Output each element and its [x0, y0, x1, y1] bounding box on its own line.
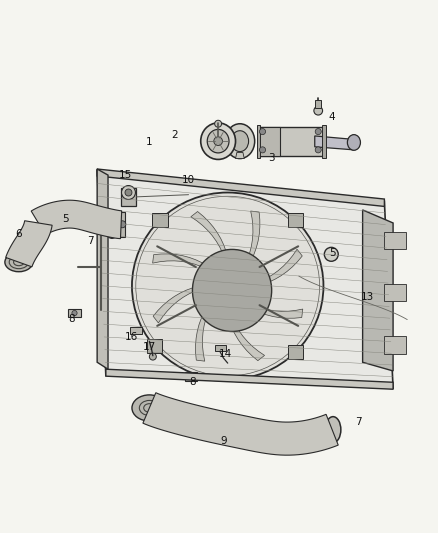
Ellipse shape [315, 147, 321, 153]
Polygon shape [315, 136, 354, 150]
Polygon shape [195, 306, 211, 361]
Text: 7: 7 [355, 417, 362, 427]
Ellipse shape [259, 147, 265, 153]
Text: 13: 13 [360, 292, 374, 302]
Polygon shape [258, 127, 323, 156]
Text: 10: 10 [182, 175, 195, 185]
Ellipse shape [314, 107, 322, 115]
Ellipse shape [209, 267, 246, 305]
Text: 5: 5 [329, 248, 336, 259]
Polygon shape [152, 213, 168, 227]
Ellipse shape [188, 374, 193, 379]
Text: 17: 17 [143, 342, 156, 352]
Polygon shape [143, 393, 338, 455]
Ellipse shape [347, 135, 360, 150]
Polygon shape [248, 303, 303, 318]
Ellipse shape [199, 257, 256, 315]
Ellipse shape [315, 128, 321, 135]
Polygon shape [257, 125, 260, 158]
Polygon shape [215, 345, 226, 351]
Text: 9: 9 [220, 435, 226, 446]
Polygon shape [258, 127, 280, 156]
Ellipse shape [215, 120, 222, 127]
Text: 8: 8 [190, 377, 196, 387]
Ellipse shape [119, 221, 126, 228]
Polygon shape [120, 188, 136, 206]
Text: 2: 2 [171, 130, 178, 140]
Polygon shape [363, 210, 393, 371]
Ellipse shape [325, 417, 341, 443]
Ellipse shape [207, 130, 229, 153]
Text: 7: 7 [87, 236, 94, 246]
Ellipse shape [132, 192, 323, 379]
Ellipse shape [225, 124, 254, 158]
Ellipse shape [121, 185, 135, 199]
Polygon shape [315, 100, 321, 108]
Polygon shape [254, 249, 302, 286]
Polygon shape [385, 284, 406, 301]
Polygon shape [106, 369, 393, 389]
Polygon shape [385, 336, 406, 353]
Polygon shape [153, 286, 201, 323]
Polygon shape [119, 212, 125, 237]
Polygon shape [152, 254, 208, 269]
Ellipse shape [104, 211, 120, 238]
Polygon shape [244, 211, 260, 266]
Polygon shape [185, 372, 197, 381]
Ellipse shape [62, 208, 75, 222]
Polygon shape [385, 232, 406, 249]
Polygon shape [97, 169, 108, 369]
Ellipse shape [201, 123, 236, 159]
Polygon shape [130, 327, 141, 334]
Ellipse shape [231, 131, 249, 151]
Polygon shape [97, 171, 393, 389]
Polygon shape [31, 200, 122, 239]
Ellipse shape [149, 353, 156, 360]
Ellipse shape [125, 189, 132, 196]
Ellipse shape [259, 128, 265, 135]
Ellipse shape [324, 247, 338, 261]
Ellipse shape [192, 249, 272, 332]
Polygon shape [288, 345, 303, 359]
Ellipse shape [218, 276, 237, 296]
Polygon shape [6, 221, 52, 267]
Polygon shape [288, 213, 303, 227]
Text: 14: 14 [219, 350, 232, 359]
Ellipse shape [132, 395, 167, 421]
Polygon shape [236, 152, 244, 158]
Polygon shape [97, 169, 385, 206]
Polygon shape [191, 212, 228, 260]
Ellipse shape [214, 137, 223, 146]
Polygon shape [322, 125, 325, 158]
Text: 4: 4 [329, 112, 336, 122]
Text: 8: 8 [69, 314, 75, 324]
Ellipse shape [5, 253, 33, 272]
Text: 6: 6 [15, 229, 22, 239]
Text: 3: 3 [268, 152, 275, 163]
Polygon shape [68, 309, 81, 318]
Text: 5: 5 [63, 214, 69, 224]
Text: 16: 16 [124, 332, 138, 342]
Text: 1: 1 [146, 138, 153, 148]
Ellipse shape [72, 310, 77, 316]
Polygon shape [228, 313, 265, 361]
Text: 15: 15 [119, 170, 132, 180]
Polygon shape [147, 340, 162, 353]
